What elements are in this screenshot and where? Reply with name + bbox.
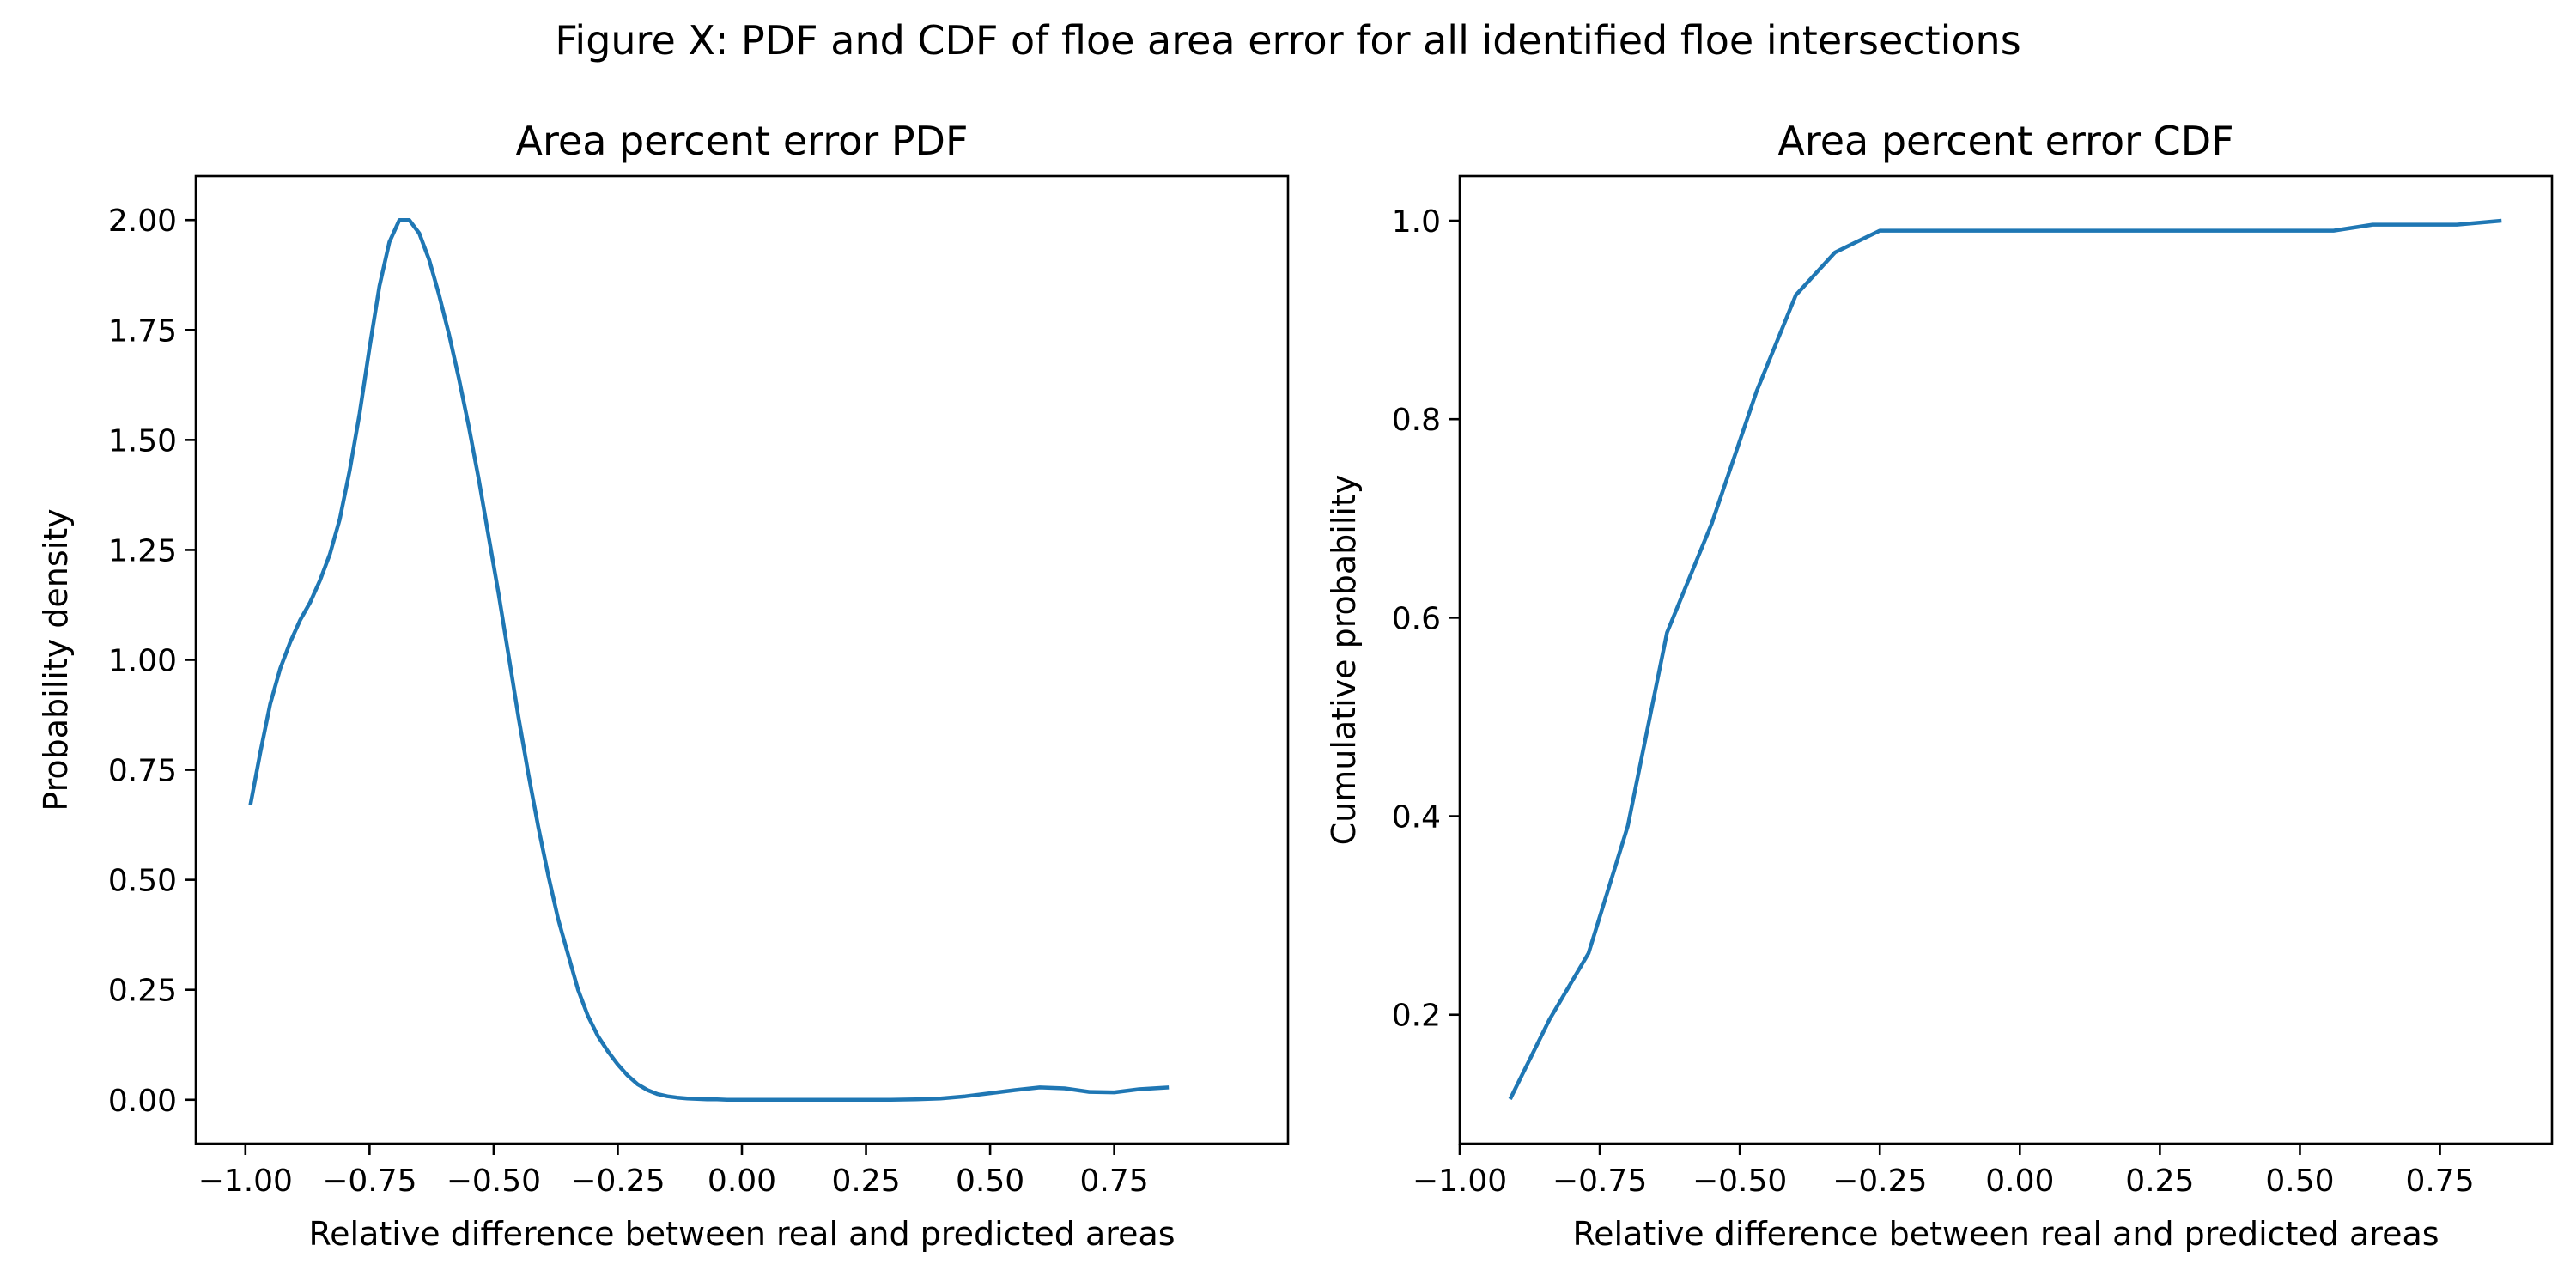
cdf-y-tick-label: 0.4	[1392, 800, 1441, 835]
cdf-axes-title: Area percent error CDF	[1777, 118, 2233, 164]
pdf-panel: −1.00 −0.75 −0.50 −0.25 0.00 0.25 0.50 0.75 0.00…	[37, 118, 1290, 1253]
cdf-x-tick-label: −0.75	[1552, 1163, 1647, 1199]
cdf-y-tick-label: 1.0	[1392, 204, 1441, 240]
cdf-x-tick-label: 0.50	[2265, 1163, 2334, 1199]
pdf-y-tick-label: 1.75	[108, 313, 177, 349]
pdf-y-tick-label: 1.50	[108, 423, 177, 459]
pdf-x-axis-label: Relative difference between real and pre…	[308, 1215, 1175, 1253]
pdf-x-tick-label: −0.50	[447, 1163, 541, 1199]
cdf-y-tick-label: 0.8	[1392, 403, 1441, 438]
cdf-axes-frame	[1458, 174, 2554, 1145]
cdf-x-tick-label: 0.00	[1985, 1163, 2054, 1199]
pdf-x-tick-label: 0.75	[1080, 1163, 1149, 1199]
cdf-series-line	[1508, 218, 2502, 1100]
cdf-y-tick-label: 0.2	[1392, 999, 1441, 1034]
pdf-x-tick-label: −1.00	[198, 1163, 293, 1199]
pdf-y-tick-label: 2.00	[108, 204, 177, 239]
cdf-x-tick-label: 0.75	[2405, 1163, 2474, 1199]
pdf-y-tick-label: 1.25	[108, 533, 177, 568]
cdf-x-tick-label: −0.25	[1832, 1163, 1927, 1199]
pdf-y-tick-label: 0.75	[108, 754, 177, 789]
pdf-y-tick-label: 0.50	[108, 864, 177, 899]
pdf-y-tick-label: 0.25	[108, 974, 177, 1009]
figure-title: Figure X: PDF and CDF of floe area error…	[555, 17, 2020, 64]
pdf-x-tick-label: −0.75	[322, 1163, 416, 1199]
pdf-x-tick-label: 0.25	[831, 1163, 900, 1199]
pdf-x-tick-label: 0.50	[956, 1163, 1024, 1199]
pdf-y-tick-label: 0.00	[108, 1084, 177, 1119]
cdf-x-tick-label: 0.25	[2125, 1163, 2194, 1199]
pdf-y-axis-label: Probability density	[37, 508, 75, 811]
pdf-y-tick-label: 1.00	[108, 644, 177, 679]
pdf-x-tick-label: −0.25	[570, 1163, 665, 1199]
pdf-x-tick-label: 0.00	[708, 1163, 776, 1199]
cdf-x-axis-label: Relative difference between real and pre…	[1572, 1215, 2439, 1253]
cdf-x-tick-label: −1.00	[1413, 1163, 1507, 1199]
cdf-y-axis-label: Cumulative probability	[1325, 475, 1363, 846]
cdf-panel: −1.00 −0.75 −0.50 −0.25 0.00 0.25 0.50 0.75 0.2 0…	[1325, 118, 2554, 1253]
cdf-y-tick-label: 0.6	[1392, 601, 1441, 636]
pdf-series-line	[248, 217, 1170, 1103]
cdf-x-tick-label: −0.50	[1692, 1163, 1787, 1199]
pdf-axes-title: Area percent error PDF	[516, 118, 969, 164]
